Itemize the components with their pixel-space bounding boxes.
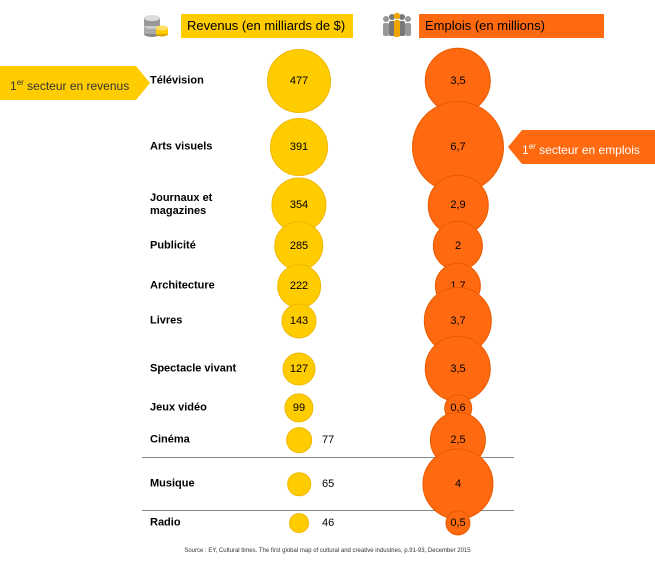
jobs-value-label: 2,5 — [450, 434, 466, 446]
revenue-bubble — [287, 472, 311, 496]
revenue-value-label: 477 — [289, 75, 309, 87]
callout-text: secteur en emplois — [535, 143, 640, 157]
jobs-value-label: 2,9 — [450, 199, 466, 211]
category-label: Musique — [150, 477, 195, 490]
jobs-value-label: 6,7 — [450, 141, 466, 153]
category-label: Télévision — [150, 74, 204, 87]
callout-rank: 1 — [522, 143, 529, 157]
jobs-bubble — [424, 335, 492, 403]
jobs-value-label: 3,7 — [450, 315, 466, 327]
revenue-value-label: 65 — [322, 478, 335, 490]
revenue-value-label: 354 — [289, 199, 309, 211]
revenue-bubble — [270, 118, 328, 176]
people-group-icon — [380, 12, 414, 45]
category-label: Jeux vidéo — [150, 401, 207, 414]
revenue-value-label: 222 — [289, 280, 309, 292]
jobs-value-label: 2 — [454, 240, 462, 252]
category-label: Architecture — [150, 279, 215, 292]
top-revenue-callout: 1er secteur en revenus — [0, 66, 150, 100]
jobs-value-label: 4 — [454, 478, 462, 490]
jobs-value-label: 0,5 — [450, 517, 466, 529]
callout-rank: 1 — [10, 79, 17, 93]
jobs-header: Emplois (en millions) — [419, 14, 604, 38]
jobs-value-label: 3,5 — [450, 363, 466, 375]
coin-stack-icon — [143, 12, 169, 45]
category-label: Publicité — [150, 239, 196, 252]
source-note: Source : EY, Cultural times. The first g… — [184, 548, 471, 554]
category-label: Arts visuels — [150, 140, 213, 153]
jobs-bubble — [445, 510, 471, 536]
revenue-value-label: 391 — [289, 141, 309, 153]
revenue-bubble — [289, 513, 309, 533]
category-label: Journaux et magazines — [150, 192, 213, 217]
jobs-value-label: 0,6 — [450, 402, 466, 414]
revenue-bubble — [281, 303, 317, 339]
category-label: Radio — [150, 516, 181, 529]
revenue-bubble — [277, 264, 321, 308]
row-separator — [142, 457, 514, 458]
revenue-value-label: 285 — [289, 240, 309, 252]
row-separator — [142, 510, 514, 511]
revenue-header: Revenus (en milliards de $) — [181, 14, 353, 38]
callout-rank-suffix: er — [528, 142, 536, 151]
revenue-value-label: 143 — [289, 315, 309, 327]
category-label: Cinéma — [150, 433, 190, 446]
jobs-bubble — [432, 220, 484, 272]
category-label: Spectacle vivant — [150, 362, 237, 375]
revenue-bubble — [282, 352, 316, 386]
revenue-value-label: 46 — [322, 517, 335, 529]
revenue-bubble — [284, 393, 314, 423]
revenue-bubble — [267, 49, 331, 113]
jobs-value-label: 3,5 — [450, 75, 466, 87]
revenue-value-label: 127 — [289, 363, 309, 375]
callout-rank-suffix: er — [16, 78, 24, 87]
revenue-bubble — [286, 427, 312, 453]
top-jobs-callout: 1er secteur en emplois — [508, 130, 655, 164]
callout-text: secteur en revenus — [23, 79, 130, 93]
category-label: Livres — [150, 314, 183, 327]
revenue-value-label: 77 — [322, 434, 335, 446]
jobs-bubble — [422, 448, 494, 520]
revenue-value-label: 99 — [292, 402, 306, 414]
revenue-bubble — [274, 221, 324, 271]
